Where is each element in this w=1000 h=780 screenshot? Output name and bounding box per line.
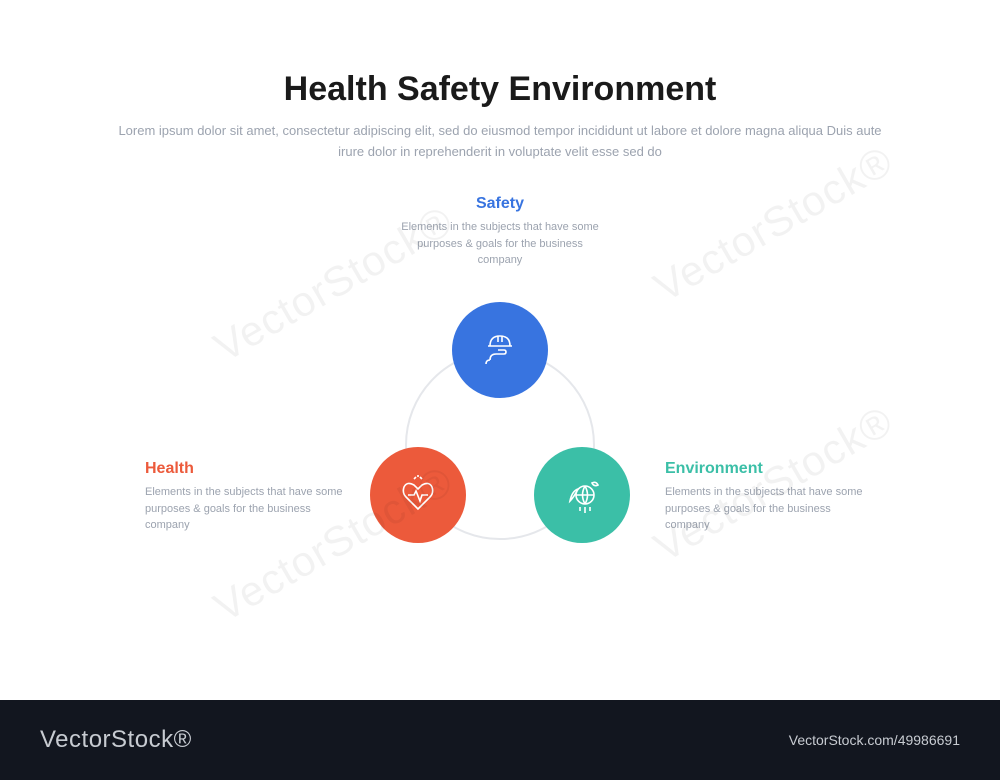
label-environment-title: Environment <box>665 460 865 478</box>
heart-pulse-icon <box>394 471 442 519</box>
page-subtitle: Lorem ipsum dolor sit amet, consectetur … <box>110 121 890 163</box>
label-health-desc: Elements in the subjects that have some … <box>145 484 345 534</box>
label-health-title: Health <box>145 460 345 478</box>
node-health <box>370 447 466 543</box>
label-safety-desc: Elements in the subjects that have some … <box>400 219 600 269</box>
label-health: Health Elements in the subjects that hav… <box>145 460 345 534</box>
hardhat-hand-icon <box>476 326 524 374</box>
node-environment <box>534 447 630 543</box>
footer-brand: VectorStock® <box>40 726 192 754</box>
label-environment: Environment Elements in the subjects tha… <box>665 460 865 534</box>
footer-bar: VectorStock® VectorStock.com/49986691 <box>0 700 1000 780</box>
page-title: Health Safety Environment <box>0 70 1000 109</box>
diagram-area: Safety Elements in the subjects that hav… <box>0 185 1000 655</box>
footer-ref: VectorStock.com/49986691 <box>789 732 960 748</box>
header: Health Safety Environment Lorem ipsum do… <box>0 0 1000 163</box>
eco-globe-icon <box>558 471 606 519</box>
node-safety <box>452 302 548 398</box>
label-safety: Safety Elements in the subjects that hav… <box>400 195 600 269</box>
label-environment-desc: Elements in the subjects that have some … <box>665 484 865 534</box>
label-safety-title: Safety <box>400 195 600 213</box>
